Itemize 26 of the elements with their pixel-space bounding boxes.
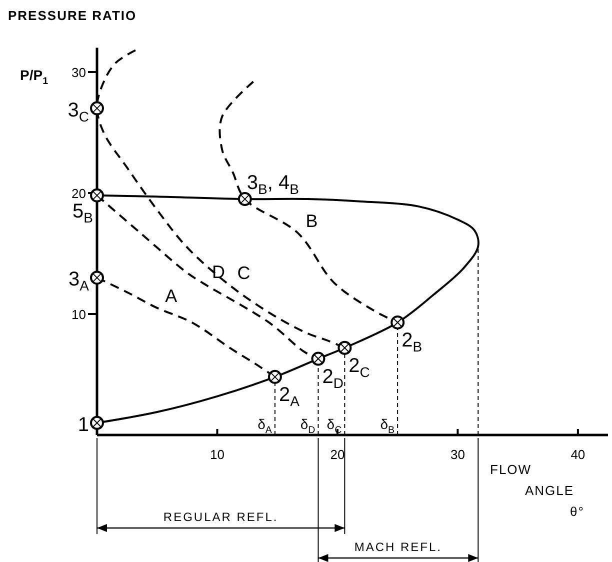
annotation: δ$_{D}$ (300, 416, 316, 436)
annotation: 2$_{A}$ (278, 384, 300, 409)
y-tick-label: 30 (72, 65, 86, 80)
annotation: δ$_{A}$ (258, 416, 272, 436)
annotation: 2$_{D}$ (322, 366, 344, 391)
text: P/P$_{1}$ (20, 67, 49, 86)
annotation: 2$_{C}$ (348, 354, 370, 380)
annotation: 3$_{A}$ (68, 268, 90, 294)
y-tick-label: 10 (72, 307, 86, 322)
y-tick-label: 20 (72, 186, 86, 201)
x-axis-title: FLOW ANGLE θ° (490, 462, 584, 519)
annotation: B (306, 210, 318, 231)
text: REGULAR REFL. (163, 510, 278, 524)
annotation: 3$_{C}$ (68, 99, 89, 124)
y-axis-title: PRESSURE RATIO (8, 8, 137, 23)
x-tick-label: 30 (450, 447, 465, 462)
annotation: 2$_{B}$ (402, 329, 422, 354)
annotation: 1 (78, 414, 89, 436)
annotation: A (165, 286, 178, 306)
annotation: δ$_{B}$ (380, 416, 396, 436)
x-tick-label: 40 (570, 447, 586, 462)
annotation: C (237, 262, 250, 283)
text: MACH REFL. (354, 540, 442, 554)
x-tick-label: 10 (210, 447, 224, 462)
annotation: 3$_{B}$, 4$_{B}$ (246, 172, 299, 197)
annotation: 5$_{B}$ (72, 200, 93, 226)
